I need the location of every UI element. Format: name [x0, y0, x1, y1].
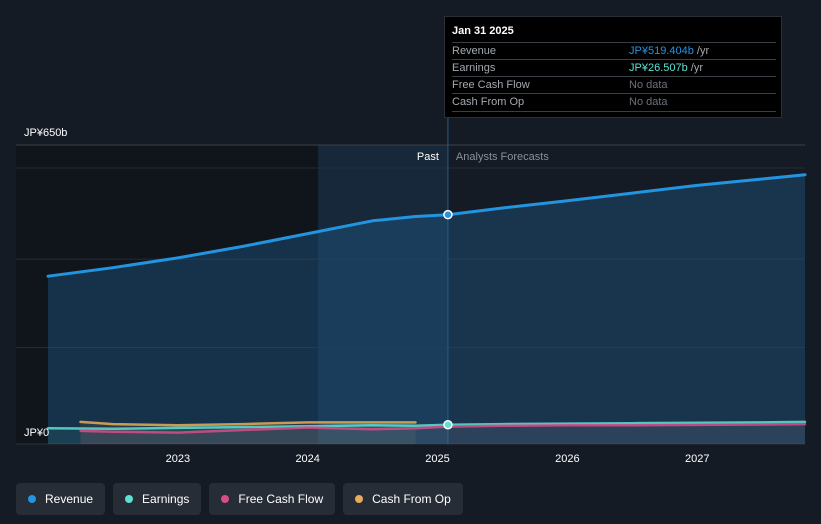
tooltip-value: JP¥26.507b — [629, 62, 688, 74]
legend-label: Earnings — [142, 492, 190, 506]
revenue-marker — [443, 209, 453, 220]
revenue-dot-icon — [28, 495, 36, 503]
tooltip-label: Revenue — [452, 45, 497, 57]
tooltip-value: No data — [629, 79, 668, 91]
revenue-line — [46, 173, 807, 278]
free-cash-flow-area — [80, 424, 805, 444]
tooltip-date: Jan 31 2025 — [452, 25, 514, 37]
legend-label: Cash From Op — [372, 492, 451, 506]
legend-item-cash-from-op[interactable]: Cash From Op — [343, 483, 463, 515]
x-tick-label: 2023 — [166, 453, 190, 465]
x-tick-label: 2025 — [425, 453, 449, 465]
tooltip-row-free-cash-flow: Free Cash Flow No data — [452, 76, 776, 94]
tooltip-value: JP¥519.404b — [629, 45, 694, 57]
legend-item-revenue[interactable]: Revenue — [16, 483, 106, 515]
tooltip-label: Free Cash Flow — [452, 79, 530, 91]
x-tick-label: 2024 — [295, 453, 319, 465]
cash-from-op-dot-icon — [355, 495, 364, 503]
legend-label: Free Cash Flow — [238, 492, 324, 506]
x-tick-label: 2026 — [555, 453, 579, 465]
tooltip-value: No data — [629, 96, 668, 108]
tooltip-label: Cash From Op — [452, 96, 525, 108]
tooltip-row-revenue: Revenue JP¥519.404b /yr — [452, 42, 776, 60]
legend-label: Revenue — [45, 492, 94, 506]
earnings-line — [46, 420, 807, 431]
free-cash-flow-line — [79, 422, 807, 434]
tooltip-unit: /yr — [687, 62, 703, 74]
cash-from-op-line — [79, 420, 417, 427]
legend-item-free-cash-flow[interactable]: Free Cash Flow — [209, 483, 336, 515]
legend-item-earnings[interactable]: Earnings — [113, 483, 202, 515]
tooltip-label: Earnings — [452, 62, 496, 74]
past-highlight-region — [318, 145, 448, 444]
legend: Revenue Earnings Free Cash Flow Cash Fro… — [16, 483, 463, 515]
x-tick-label: 2027 — [685, 453, 709, 465]
earnings-marker — [443, 419, 453, 430]
tooltip-row-earnings: Earnings JP¥26.507b /yr — [452, 59, 776, 77]
forecast-label: Analysts Forecasts — [456, 151, 549, 163]
tooltip-unit: /yr — [693, 45, 710, 57]
revenue-area — [48, 174, 805, 445]
tooltip-row-cash-from-op: Cash From Op No data — [452, 93, 776, 112]
tooltip: Jan 31 2025 Revenue JP¥519.404b /yr Earn… — [444, 16, 782, 118]
free-cash-flow-dot-icon — [221, 495, 230, 503]
earnings-dot-icon — [125, 495, 134, 503]
y-axis-bottom-label: JP¥0 — [24, 427, 49, 439]
y-axis-top-label: JP¥650b — [24, 127, 67, 139]
past-label: Past — [417, 151, 439, 163]
